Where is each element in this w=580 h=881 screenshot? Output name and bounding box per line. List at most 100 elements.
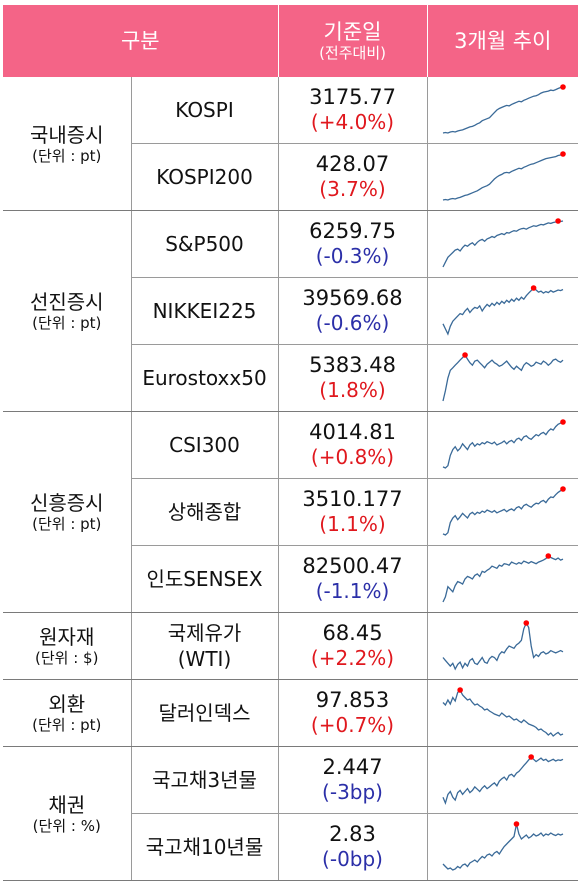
eurostoxx-sparkline [442,352,564,402]
weekly-change: (+2.2%) [310,646,395,670]
trend-sparkline-cell [427,411,579,479]
weekly-change: (-0.6%) [315,311,390,335]
category-label: 채권 [48,792,86,817]
weekly-change: (-1.1%) [315,579,390,603]
dxy-sparkline [442,687,564,737]
index-value: 82500.47 [302,554,403,578]
eurostoxx-trend-line [442,353,564,402]
weekly-change: (-0bp) [322,847,383,871]
index-value: 6259.75 [309,219,396,243]
table-row: Eurostoxx50 5383.48 (1.8%) [3,344,579,412]
table-row: 국내증시 (단위 : pt) KOSPI 3175.77 (+4.0%) [3,77,579,211]
weekly-change: (3.7%) [319,177,386,201]
ktb3-trend-line [442,756,564,805]
nikkei-sparkline [442,285,564,336]
trend-sparkline-cell [427,746,579,814]
unit-label: (단위 : pt) [32,314,102,332]
trend-sparkline-cell [427,344,579,412]
index-name: 국고채10년물 [131,813,279,881]
csi300-trend-line [442,421,564,469]
table-row: 인도SENSEX 82500.47 (-1.1%) [3,545,579,613]
value-cell: 5383.48 (1.8%) [278,344,428,412]
index-value: 428.07 [315,152,390,176]
wti-high-marker [523,620,529,626]
category-cell: 국내증시 (단위 : pt) [3,77,132,211]
category-label: 국내증시 [29,122,104,147]
value-cell: 2.83 (-0bp) [278,813,428,881]
wti-trend-line [442,621,564,671]
header-category: 구분 [3,5,279,77]
trend-sparkline-cell [427,77,579,144]
index-name: KOSPI200 [131,143,279,211]
index-name: 국제유가 (WTI) [131,612,279,680]
sensex-high-marker [545,553,551,559]
sensex-trend-line [442,555,564,603]
category-cell: 원자재 (단위 : $) [3,612,132,680]
index-name: NIKKEI225 [131,277,279,345]
kospi200-high-marker [559,151,566,157]
table-row: 국고채10년물 2.83 (-0bp) [3,813,579,881]
trend-sparkline-cell [427,679,579,747]
table-header: 구분 기준일 (전주대비) 3개월 추이 [3,5,579,77]
shanghai-sparkline [442,486,566,536]
csi300-sparkline [442,419,566,469]
value-cell: 6259.75 (-0.3%) [278,210,428,278]
ktb10-trend-line [442,823,564,871]
index-name: CSI300 [131,411,279,479]
category-cell: 외환 (단위 : pt) [3,679,132,747]
trend-sparkline-cell [427,813,579,881]
index-value: 2.447 [322,755,383,779]
unit-label: (단위 : pt) [32,515,102,533]
index-name: 달러인덱스 [131,679,279,747]
weekly-change: (1.1%) [319,512,386,536]
table-row: NIKKEI225 39569.68 (-0.6%) [3,277,579,345]
table-row: 외환 (단위 : pt) 달러인덱스 97.853 (+0.7%) [3,679,579,747]
ktb3-sparkline [442,754,564,805]
unit-label: (단위 : pt) [32,716,102,734]
trend-sparkline-cell [427,210,579,278]
trend-sparkline-cell [427,143,579,211]
index-name: 국고채3년물 [131,746,279,814]
weekly-change: (-0.3%) [315,244,390,268]
nikkei-high-marker [530,285,537,291]
unit-label: (단위 : $) [35,649,99,667]
category-cell: 신흥증시 (단위 : pt) [3,411,132,613]
table-row: 선진증시 (단위 : pt) S&P500 6259.75 (-0.3%) [3,210,579,412]
category-label: 신흥증시 [29,491,104,515]
header-base-date: 기준일 (전주대비) [277,5,428,77]
shanghai-high-marker [559,486,566,492]
ktb10-sparkline [442,821,564,871]
unit-label: (단위 : %) [32,816,101,835]
sp500-high-marker [555,218,561,224]
weekly-change: (-3bp) [322,780,383,804]
sp500-trend-line [442,220,563,268]
category-label: 외환 [48,692,86,716]
category-cell: 채권 (단위 : %) [3,746,132,881]
header-trend: 3개월 추이 [426,5,579,77]
index-value: 5383.48 [309,353,396,377]
index-value: 39569.68 [302,286,403,310]
dxy-trend-line [442,688,564,737]
kospi200-sparkline [442,151,566,201]
category-label: 선진증시 [29,290,104,314]
weekly-change: (+0.8%) [310,445,395,469]
index-name: S&P500 [131,210,279,278]
value-cell: 428.07 (3.7%) [278,143,428,211]
index-value: 2.83 [329,822,376,846]
table-row: KOSPI200 428.07 (3.7%) [3,143,579,211]
value-cell: 2.447 (-3bp) [278,746,428,814]
index-value: 97.853 [315,688,390,712]
wti-sparkline [442,620,564,671]
sp500-sparkline [442,218,563,268]
value-cell: 3175.77 (+4.0%) [278,77,428,144]
trend-sparkline-cell [427,612,579,680]
table-row: 신흥증시 (단위 : pt) CSI300 4014.81 (+0.8%) [3,411,579,613]
table-row: 채권 (단위 : %) 국고채3년물 2.447 (-3bp) [3,746,579,881]
eurostoxx-high-marker [462,352,468,358]
nikkei-trend-line [442,287,564,336]
value-cell: 97.853 (+0.7%) [278,679,428,747]
index-name: 인도SENSEX [131,545,279,613]
table-row: 원자재 (단위 : $) 국제유가 (WTI) 68.45 (+2.2%) [3,612,579,680]
trend-sparkline-cell [427,478,579,546]
index-value: 68.45 [322,621,383,645]
